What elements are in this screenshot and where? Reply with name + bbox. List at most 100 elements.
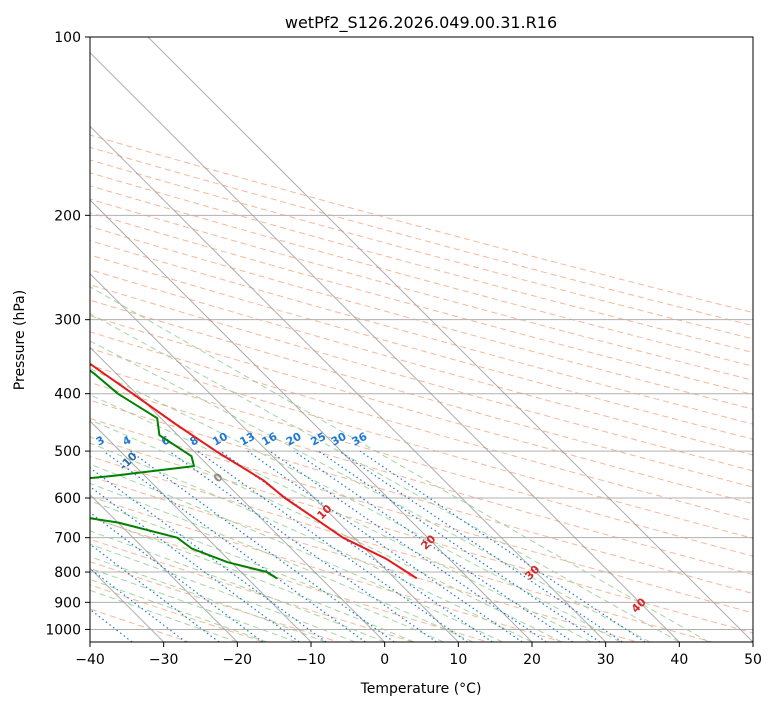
x-tick-label: 0 xyxy=(380,652,389,668)
mixing-ratio-label: 13 xyxy=(238,430,258,449)
mixing-ratio-line xyxy=(197,450,468,642)
isotherm xyxy=(90,493,238,642)
dry-adiabat xyxy=(90,212,753,396)
dry-adiabat xyxy=(90,381,753,576)
moist-adiabat xyxy=(90,556,326,642)
mixing-ratio-label: 30 xyxy=(329,430,349,449)
dry-adiabat xyxy=(90,496,563,642)
dry-adiabat xyxy=(90,198,753,381)
dry-adiabat xyxy=(90,284,753,472)
mixing-ratio-label: 16 xyxy=(260,430,280,449)
dry-adiabat xyxy=(90,185,753,367)
isotherm-label: 30 xyxy=(522,562,542,582)
y-axis-label: Pressure (hPa) xyxy=(12,290,28,390)
moist-adiabat xyxy=(90,578,267,642)
mixing-ratio-line xyxy=(247,450,523,642)
mixing-ratio-line xyxy=(129,450,395,642)
moist-adiabat xyxy=(90,419,562,642)
isotherm xyxy=(90,346,386,642)
x-tick-label: 30 xyxy=(597,652,615,668)
isotherm xyxy=(90,199,533,642)
isotherm xyxy=(90,125,607,642)
moist-adiabat xyxy=(90,340,651,642)
dry-adiabat xyxy=(90,269,753,456)
y-tick-label: 700 xyxy=(54,531,81,547)
dewpoint-line xyxy=(90,369,278,580)
dry-adiabat xyxy=(90,172,753,353)
moist-adiabat xyxy=(90,442,533,642)
x-tick-label: 40 xyxy=(670,652,688,668)
isotherm xyxy=(90,420,312,642)
mixing-ratio-line xyxy=(269,450,547,642)
mixing-ratio-label: 20 xyxy=(284,430,304,449)
y-tick-label: 1000 xyxy=(45,622,81,638)
x-tick-label: 10 xyxy=(449,652,467,668)
moist-adiabat xyxy=(90,463,503,642)
moist-adiabat xyxy=(90,286,710,642)
chart-title: wetPf2_S126.2026.049.00.31.R16 xyxy=(285,13,557,33)
temperature-line xyxy=(90,362,418,580)
dry-adiabat xyxy=(90,331,753,522)
dry-adiabat xyxy=(90,455,712,642)
dry-adiabat xyxy=(90,436,753,634)
dry-adiabat xyxy=(90,517,488,642)
mixing-ratio-line xyxy=(168,450,437,642)
x-tick-label: 20 xyxy=(523,652,541,668)
dry-adiabat xyxy=(90,364,753,557)
isotherm xyxy=(90,272,459,642)
dry-adiabat xyxy=(90,254,753,440)
moist-adiabat xyxy=(90,394,592,642)
y-tick-label: 100 xyxy=(54,30,81,46)
moist-adiabat xyxy=(90,530,385,642)
dry-adiabat xyxy=(90,608,189,642)
dry-adiabat xyxy=(90,225,753,410)
mixing-ratio-label: 1.5 xyxy=(33,428,56,449)
moist-adiabat xyxy=(90,515,415,642)
y-tick-label: 500 xyxy=(54,444,81,460)
x-axis-label: Temperature (°C) xyxy=(360,681,482,697)
moist-adiabat xyxy=(90,567,297,642)
isotherm-label: -10 xyxy=(117,449,140,472)
dry-adiabat xyxy=(90,399,753,595)
x-tick-label: −40 xyxy=(75,652,105,668)
mixing-ratio-line xyxy=(293,450,574,642)
x-tick-label: −10 xyxy=(296,652,326,668)
mixing-ratio-line xyxy=(359,450,646,642)
mixing-ratio-label: 4 xyxy=(120,433,133,448)
mixing-ratio-line xyxy=(318,450,601,642)
isotherm-label: -20 xyxy=(19,425,42,448)
isotherm xyxy=(147,37,753,642)
dry-adiabat xyxy=(90,584,264,642)
y-axis-ticks: 100 200 300 400 500 600 700 800 900 1000 xyxy=(45,30,90,638)
mixing-ratio-label: 1 xyxy=(0,433,12,448)
moist-adiabat xyxy=(90,482,474,642)
mixing-ratio-line xyxy=(338,450,623,642)
y-tick-label: 900 xyxy=(54,595,81,611)
x-axis-ticks: −40 −30 −20 −10 0 10 20 30 40 50 xyxy=(75,642,762,668)
y-tick-label: 800 xyxy=(54,565,81,581)
y-tick-label: 400 xyxy=(54,387,81,403)
mixing-ratio-label: 10 xyxy=(210,430,230,449)
x-tick-label: −20 xyxy=(223,652,253,668)
isotherm xyxy=(90,51,680,642)
x-tick-label: −30 xyxy=(149,652,179,668)
profile-series xyxy=(90,362,418,580)
background-lines xyxy=(90,37,753,642)
plot-frame xyxy=(89,36,754,643)
y-tick-label: 300 xyxy=(54,313,81,329)
dry-adiabat xyxy=(90,417,753,614)
mixing-ratio-line xyxy=(90,485,300,642)
dry-adiabat xyxy=(90,240,753,425)
y-tick-label: 600 xyxy=(54,491,81,507)
isotherm-label: 0 xyxy=(211,470,226,485)
x-tick-label: 50 xyxy=(744,652,762,668)
mixing-ratio-label: 25 xyxy=(309,430,329,449)
mixing-ratio-line xyxy=(90,467,327,642)
isotherm-label: 40 xyxy=(629,595,649,615)
dry-adiabat xyxy=(90,538,414,642)
dry-adiabat xyxy=(90,134,753,314)
dry-adiabat xyxy=(90,315,753,505)
dry-adiabat xyxy=(90,475,638,642)
dry-adiabat xyxy=(90,347,753,539)
